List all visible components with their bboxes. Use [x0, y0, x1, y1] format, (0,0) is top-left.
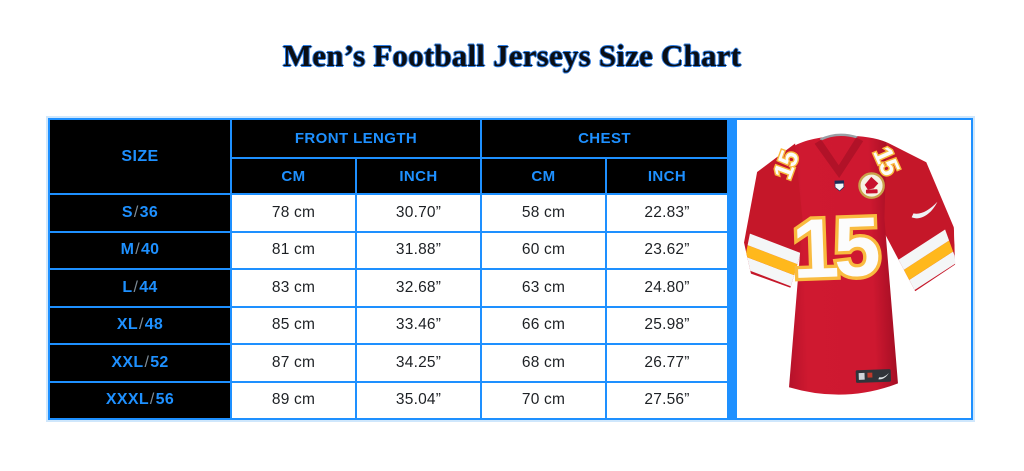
- cell-chest-cm: 70 cm: [482, 382, 605, 418]
- cell-chest-inch: 24.80”: [607, 270, 727, 306]
- size-label-l44: L/44: [50, 270, 230, 306]
- cell-front-inch: 31.88”: [357, 232, 480, 268]
- size-label-xxl52: XXL/52: [50, 345, 230, 381]
- cell-chest-cm: 58 cm: [482, 195, 605, 231]
- nike-swoosh-icon: [911, 201, 938, 219]
- cell-chest-inch: 27.56”: [607, 382, 727, 418]
- cell-chest-cm: 63 cm: [482, 270, 605, 306]
- cell-front-inch: 34.25”: [357, 345, 480, 381]
- cell-front-cm: 78 cm: [232, 195, 355, 231]
- page-title: Men’s Football Jerseys Size Chart: [282, 38, 742, 73]
- cell-chest-cm: 68 cm: [482, 345, 605, 381]
- cell-front-inch: 30.70”: [357, 195, 480, 231]
- team-patch-icon: [858, 172, 885, 199]
- jersey-illustration: 15 15 15: [740, 133, 957, 395]
- cell-chest-cm: 60 cm: [482, 232, 605, 268]
- jersey-image: 15 15 15: [737, 120, 971, 418]
- size-chart-panel: SIZE FRONT LENGTH CHEST CM INCH CM INCH …: [48, 118, 973, 420]
- cell-front-inch: 35.04”: [357, 382, 480, 418]
- jersey-collar: [814, 137, 864, 178]
- column-header-size: SIZE: [50, 120, 230, 193]
- subheader-chest-cm: CM: [482, 159, 605, 193]
- size-label-xxxl56: XXXL/56: [50, 382, 230, 418]
- size-label-xl48: XL/48: [50, 307, 230, 343]
- nfl-shield-icon: [834, 180, 845, 192]
- jersey-number: 15: [790, 199, 880, 296]
- column-header-chest: CHEST: [482, 120, 727, 157]
- cell-front-cm: 89 cm: [232, 382, 355, 418]
- subheader-front-inch: INCH: [357, 159, 480, 193]
- jersey-body: [788, 135, 898, 395]
- cell-front-inch: 33.46”: [357, 307, 480, 343]
- cell-chest-inch: 26.77”: [607, 345, 727, 381]
- collar-back-trim: [819, 133, 858, 141]
- cell-chest-inch: 25.98”: [607, 307, 727, 343]
- jock-tag: [855, 369, 892, 383]
- subheader-front-cm: CM: [232, 159, 355, 193]
- size-label-m40: M/40: [50, 232, 230, 268]
- cell-chest-inch: 22.83”: [607, 195, 727, 231]
- cell-front-cm: 81 cm: [232, 232, 355, 268]
- cell-chest-inch: 23.62”: [607, 232, 727, 268]
- cell-chest-cm: 66 cm: [482, 307, 605, 343]
- cell-front-inch: 32.68”: [357, 270, 480, 306]
- cell-front-cm: 83 cm: [232, 270, 355, 306]
- cell-front-cm: 85 cm: [232, 307, 355, 343]
- size-chart-table: SIZE FRONT LENGTH CHEST CM INCH CM INCH …: [50, 120, 737, 418]
- subheader-chest-inch: INCH: [607, 159, 727, 193]
- cell-front-cm: 87 cm: [232, 345, 355, 381]
- size-label-s36: S/36: [50, 195, 230, 231]
- column-header-front-length: FRONT LENGTH: [232, 120, 480, 157]
